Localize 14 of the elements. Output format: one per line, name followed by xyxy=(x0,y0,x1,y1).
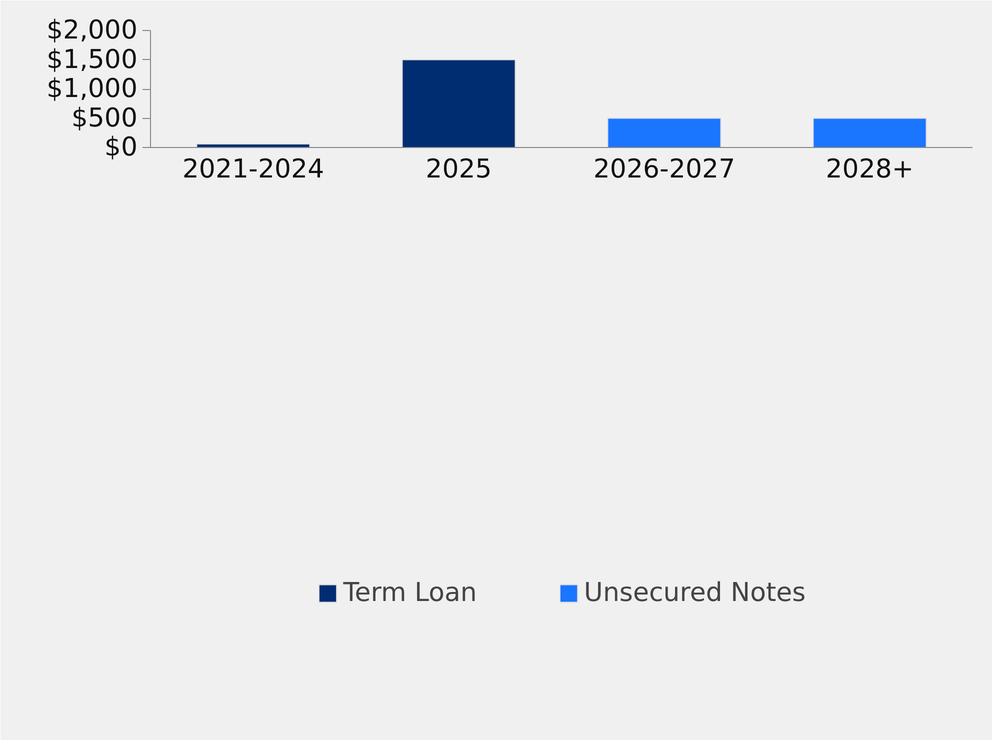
y-tick-label: $1,500 xyxy=(46,44,138,75)
bar xyxy=(607,118,722,148)
y-tick-label: $500 xyxy=(71,103,138,134)
legend-label: Term Loan xyxy=(343,578,477,608)
y-tick-label: $0 xyxy=(104,132,138,162)
y-tick-label: $2,000 xyxy=(46,16,138,46)
x-tick-label: 2021-2024 xyxy=(182,154,324,184)
y-tick-label: $1,000 xyxy=(46,74,138,104)
x-tick-label: 2025 xyxy=(426,154,492,184)
legend-label: Unsecured Notes xyxy=(584,578,806,608)
bar xyxy=(812,118,927,148)
bar xyxy=(402,59,516,148)
x-tick-label: 2028+ xyxy=(826,154,914,184)
x-tick-label: 2026-2027 xyxy=(593,154,736,184)
